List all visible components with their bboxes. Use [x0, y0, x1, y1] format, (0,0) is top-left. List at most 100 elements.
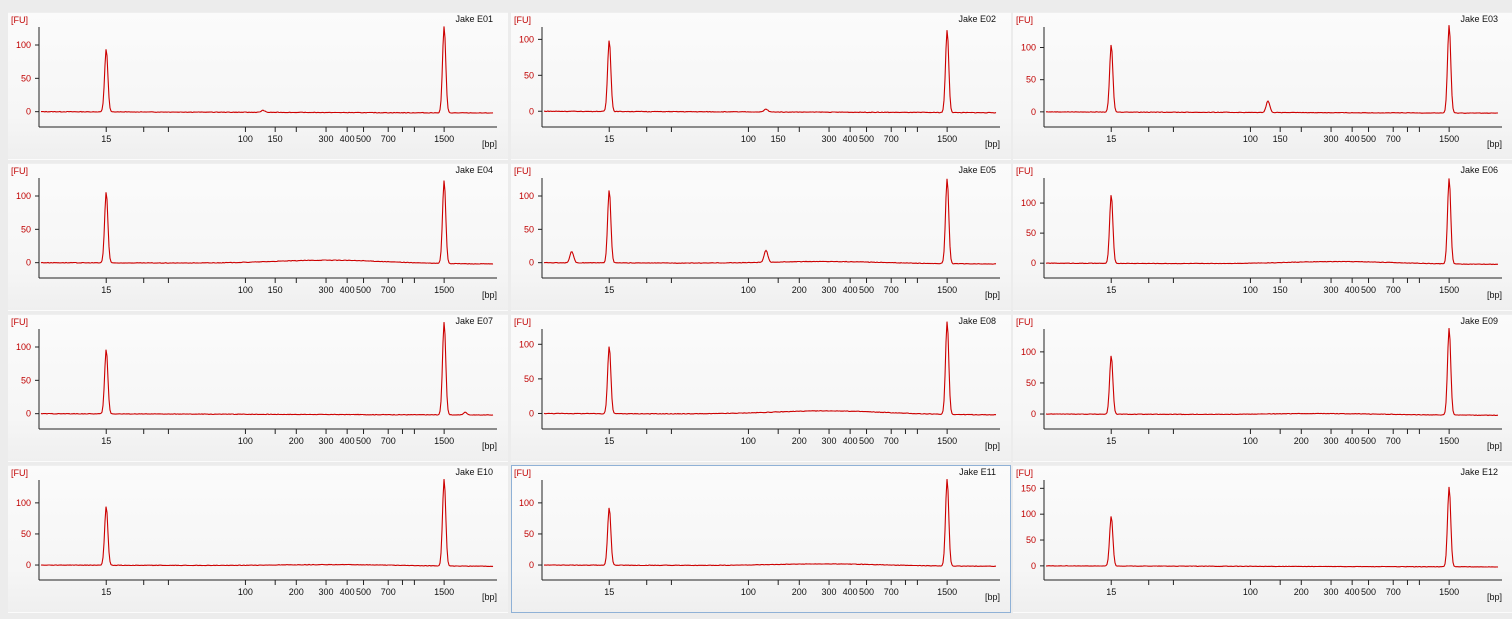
x-tick-label: 300: [319, 587, 334, 597]
x-tick-label: 15: [1106, 134, 1116, 144]
x-tick-label: 500: [356, 285, 371, 295]
x-tick-label: 100: [1243, 285, 1258, 295]
x-tick-label: 100: [1243, 587, 1258, 597]
x-tick-label: 1500: [1439, 134, 1459, 144]
y-tick-label: 100: [1021, 509, 1036, 519]
x-tick-label: 700: [884, 436, 899, 446]
y-tick-label: 0: [1031, 409, 1036, 419]
y-tick-label: 50: [21, 375, 31, 385]
y-axis-label: [FU]: [514, 468, 531, 478]
chart-svg: Jake E12 [FU] 0 50 100 150 15 100 200 300 400 500 70…: [1016, 467, 1502, 602]
chart-svg: Jake E08 [FU] 0 50 100 15 100 200 300 400 500 700 15…: [514, 316, 1000, 451]
x-tick-label: 100: [238, 134, 253, 144]
chart-svg: Jake E05 [FU] 0 50 100 15 100 200 300 400 500 700 15…: [514, 165, 1000, 300]
x-tick-label: 100: [238, 285, 253, 295]
chart-panel-jake-e04[interactable]: Jake E04 [FU] 0 50 100 15 100 150 300 400 500 700 15…: [8, 163, 508, 311]
y-axis-label: [FU]: [1016, 468, 1033, 478]
trace-line: [1045, 178, 1499, 266]
x-axis-unit: [bp]: [1487, 139, 1502, 149]
chart-panel-jake-e11[interactable]: Jake E11 [FU] 0 50 100 15 100 200 300 400 500 700 15…: [511, 465, 1011, 613]
x-tick-label: 400: [843, 134, 858, 144]
x-tick-label: 15: [101, 285, 111, 295]
chart-panel-jake-e08[interactable]: Jake E08 [FU] 0 50 100 15 100 200 300 400 500 700 15…: [511, 314, 1011, 462]
y-tick-label: 0: [26, 409, 31, 419]
chart-panel-jake-e12[interactable]: Jake E12 [FU] 0 50 100 150 15 100 200 300 400 500 70…: [1013, 465, 1512, 613]
y-tick-label: 100: [519, 191, 534, 201]
x-tick-label: 500: [1361, 285, 1376, 295]
trace-line: [543, 178, 997, 265]
chart-panel-jake-e06[interactable]: Jake E06 [FU] 0 50 100 15 100 150 300 400 500 700 15…: [1013, 163, 1512, 311]
x-tick-label: 500: [356, 587, 371, 597]
trace-line: [544, 30, 997, 114]
x-tick-label: 100: [741, 436, 756, 446]
x-tick-label: 15: [604, 436, 614, 446]
y-axis-label: [FU]: [11, 468, 28, 478]
x-axis-unit: [bp]: [1487, 441, 1502, 451]
x-tick-label: 300: [822, 587, 837, 597]
trace-line: [40, 180, 494, 265]
x-tick-label: 500: [1361, 134, 1376, 144]
chart-panel-jake-e09[interactable]: Jake E09 [FU] 0 50 100 15 100 200 300 400 500 700 15…: [1013, 314, 1512, 462]
chart-panel-jake-e02[interactable]: Jake E02 [FU] 0 50 100 15 100 150 300 400 500 700 15…: [511, 12, 1011, 160]
x-tick-label: 150: [771, 134, 786, 144]
x-tick-label: 500: [859, 587, 874, 597]
x-tick-label: 1500: [1439, 587, 1459, 597]
chart-panel-jake-e03[interactable]: Jake E03 [FU] 0 50 100 15 100 150 300 400 500 700 15…: [1013, 12, 1512, 160]
y-tick-label: 0: [529, 560, 534, 570]
y-tick-label: 0: [1031, 107, 1036, 117]
x-tick-label: 100: [238, 436, 253, 446]
y-axis-label: [FU]: [514, 317, 531, 327]
x-tick-label: 1500: [1439, 285, 1459, 295]
trace-line: [543, 321, 997, 416]
x-tick-label: 700: [884, 285, 899, 295]
x-axis-unit: [bp]: [482, 139, 497, 149]
y-tick-label: 50: [1026, 228, 1036, 238]
y-tick-label: 50: [1026, 535, 1036, 545]
x-tick-label: 15: [604, 134, 614, 144]
chart-panel-jake-e05[interactable]: Jake E05 [FU] 0 50 100 15 100 200 300 400 500 700 15…: [511, 163, 1011, 311]
x-tick-label: 700: [884, 587, 899, 597]
y-tick-label: 0: [1031, 258, 1036, 268]
x-tick-label: 300: [319, 285, 334, 295]
x-axis-unit: [bp]: [482, 441, 497, 451]
y-tick-label: 100: [1021, 347, 1036, 357]
y-tick-label: 0: [26, 107, 31, 117]
x-tick-label: 1500: [434, 134, 454, 144]
x-tick-label: 15: [1106, 587, 1116, 597]
chart-panel-jake-e10[interactable]: Jake E10 [FU] 0 50 100 15 100 200 300 400 500 700 15…: [8, 465, 508, 613]
chart-title: Jake E04: [455, 165, 493, 175]
x-tick-label: 150: [268, 134, 283, 144]
x-axis-unit: [bp]: [1487, 290, 1502, 300]
chart-svg: Jake E07 [FU] 0 50 100 15 100 200 300 400 500 700 15…: [11, 316, 497, 451]
x-tick-label: 300: [1324, 285, 1339, 295]
x-tick-label: 1500: [434, 285, 454, 295]
y-tick-label: 50: [524, 374, 534, 384]
x-tick-label: 200: [1294, 436, 1309, 446]
x-tick-label: 300: [1324, 134, 1339, 144]
chart-svg: Jake E04 [FU] 0 50 100 15 100 150 300 400 500 700 15…: [11, 165, 497, 300]
x-tick-label: 1500: [434, 587, 454, 597]
y-tick-label: 100: [16, 342, 31, 352]
x-tick-label: 1500: [937, 134, 957, 144]
x-tick-label: 200: [289, 587, 304, 597]
x-tick-label: 400: [843, 285, 858, 295]
x-tick-label: 400: [843, 587, 858, 597]
x-tick-label: 200: [1294, 587, 1309, 597]
y-axis-label: [FU]: [11, 166, 28, 176]
chart-panel-jake-e01[interactable]: Jake E01 [FU] 0 50 100 15 100 150 300 400 500 700 15…: [8, 12, 508, 160]
x-tick-label: 150: [1273, 134, 1288, 144]
x-tick-label: 100: [238, 587, 253, 597]
x-tick-label: 15: [101, 134, 111, 144]
x-tick-label: 400: [1345, 134, 1360, 144]
x-tick-label: 700: [1386, 587, 1401, 597]
chart-title: Jake E12: [1460, 467, 1498, 477]
y-tick-label: 50: [21, 73, 31, 83]
x-tick-label: 100: [741, 587, 756, 597]
y-tick-label: 50: [524, 529, 534, 539]
x-tick-label: 1500: [434, 436, 454, 446]
chart-svg: Jake E09 [FU] 0 50 100 15 100 200 300 400 500 700 15…: [1016, 316, 1502, 451]
chart-panel-jake-e07[interactable]: Jake E07 [FU] 0 50 100 15 100 200 300 400 500 700 15…: [8, 314, 508, 462]
x-tick-label: 15: [101, 436, 111, 446]
x-axis-unit: [bp]: [985, 290, 1000, 300]
trace-line: [40, 322, 494, 416]
